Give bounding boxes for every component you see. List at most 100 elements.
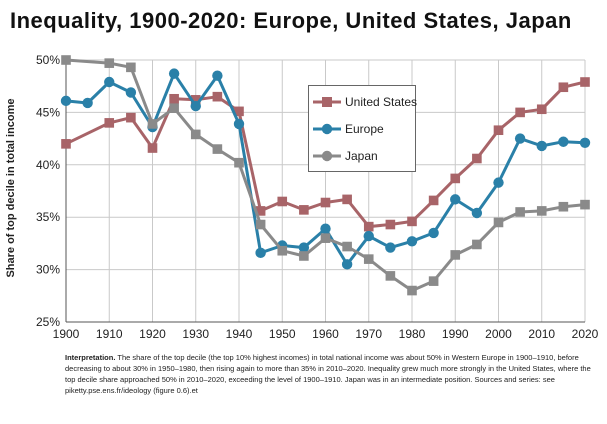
x-tick-label-1940: 1940 [226,327,253,341]
point-europe-1955 [298,242,310,253]
y-tick-label-35: 35% [36,210,60,224]
point-europe-1960 [320,223,331,234]
point-united-states-2015 [558,82,569,93]
point-united-states-1975 [385,219,396,230]
point-united-states-1915 [126,112,136,123]
x-tick-label-1990: 1990 [442,327,469,341]
point-united-states-1910 [104,118,115,128]
point-europe-1975 [385,242,396,253]
point-united-states-1980 [407,216,417,227]
legend-marker-europe [313,123,341,135]
point-united-states-1920 [147,143,158,153]
point-united-states-1900 [61,139,71,149]
point-united-states-2000 [493,125,504,136]
caption-text: The share of the top decile (the top 10%… [65,353,591,395]
x-tick-label-1970: 1970 [355,327,382,341]
caption: Interpretation. The share of the top dec… [65,352,593,396]
point-united-states-1995 [472,153,482,164]
x-tick-label-1920: 1920 [139,327,166,341]
point-europe-1915 [125,87,137,98]
y-tick-label-40: 40% [36,158,60,172]
point-japan-1930 [190,129,201,140]
point-japan-1985 [428,276,439,286]
point-japan-1920 [147,119,158,129]
point-japan-2005 [515,207,525,217]
point-europe-1995 [471,207,483,219]
point-united-states-1945 [255,206,266,216]
y-tick-label-25: 25% [36,315,60,329]
y-tick-label-30: 30% [36,263,60,277]
x-tick-label-1950: 1950 [269,327,296,341]
point-japan-1935 [212,144,223,154]
point-japan-1910 [104,58,115,68]
point-united-states-1985 [428,195,439,206]
legend-label-japan: Japan [345,149,378,163]
point-europe-2015 [558,136,569,147]
point-europe-1905 [82,97,93,109]
y-tick-label-50: 50% [36,53,60,67]
legend-item-europe: Europe [309,120,415,138]
point-united-states-1930 [190,95,201,105]
point-japan-1950 [277,245,288,256]
point-europe-1900 [60,95,72,107]
legend-label-united-states: United States [345,95,418,109]
point-united-states-1990 [450,173,461,184]
legend-label-europe: Europe [345,122,384,136]
point-europe-1910 [104,76,115,88]
point-europe-2020 [579,137,591,148]
point-united-states-1940 [234,106,244,117]
point-europe-2005 [514,133,526,144]
point-japan-1925 [169,103,179,114]
point-japan-1995 [472,239,482,250]
point-japan-1900 [61,55,71,65]
point-europe-1970 [363,230,374,242]
x-tick-label-1900: 1900 [53,327,80,341]
line-chart: 25% 30% 35% 40% 45% 50% 1900 1910 1920 1930 1940 19… [36,53,599,341]
chart-title: Inequality, 1900-2020: Europe, United St… [10,8,572,33]
legend-item-japan: Japan [309,147,415,165]
legend-marker-japan [313,150,341,162]
point-united-states-1935 [212,91,223,102]
x-tick-label-2000: 2000 [485,327,512,341]
point-europe-1925 [168,68,180,79]
point-united-states-1970 [363,221,374,232]
point-japan-2010 [536,206,547,216]
point-united-states-2005 [515,107,525,118]
point-japan-1940 [234,157,244,168]
x-tick-label-1930: 1930 [182,327,209,341]
point-europe-1940 [233,118,245,130]
point-united-states-2010 [536,104,547,115]
point-japan-1980 [407,285,417,296]
legend-item-united-states: United States [309,93,418,111]
x-tick-label-2010: 2010 [528,327,555,341]
point-japan-2020 [580,199,590,210]
x-tick-label-1910: 1910 [96,327,123,341]
x-tick-label-1980: 1980 [399,327,426,341]
point-united-states-1925 [169,93,179,104]
point-united-states-1955 [299,205,309,215]
point-japan-1990 [450,250,461,260]
point-japan-1955 [299,251,309,261]
point-japan-1915 [126,62,136,73]
point-europe-1990 [450,194,461,205]
legend-marker-united-states [313,97,341,107]
chart-legend: United States Europe Japan [308,85,418,172]
point-japan-1965 [342,241,352,252]
x-tick-label-1960: 1960 [312,327,339,341]
point-japan-1945 [255,219,266,230]
point-united-states-1965 [342,194,352,205]
point-europe-1965 [341,259,353,270]
point-japan-2000 [493,217,504,228]
point-europe-1935 [212,70,223,81]
point-europe-1945 [255,247,266,259]
caption-lead: Interpretation. [65,353,116,362]
point-europe-1930 [190,100,201,112]
point-europe-1985 [428,227,439,239]
point-europe-2000 [493,177,504,188]
point-japan-1970 [363,254,374,264]
point-united-states-2020 [580,77,590,87]
point-japan-2015 [558,201,569,212]
point-japan-1975 [385,271,396,281]
point-europe-1980 [406,236,418,247]
point-united-states-1960 [320,197,331,208]
